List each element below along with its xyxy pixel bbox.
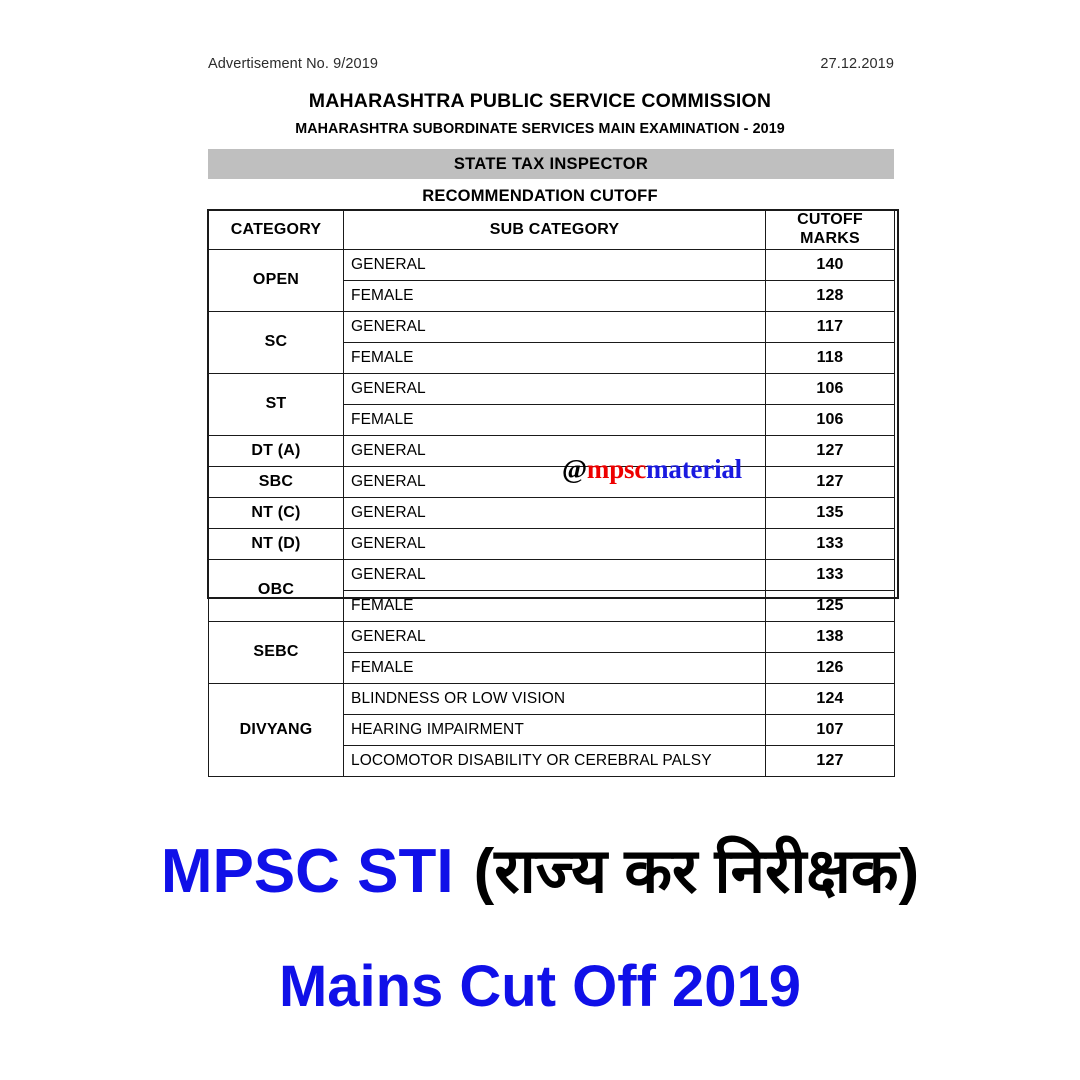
organization-title: MAHARASHTRA PUBLIC SERVICE COMMISSION bbox=[308, 90, 772, 112]
marks-cell: 106 bbox=[765, 372, 895, 405]
sub-category-cell: LOCOMOTOR DISABILITY OR CEREBRAL PALSY bbox=[343, 744, 766, 777]
sub-category-cell: FEMALE bbox=[343, 341, 766, 374]
marks-cell: 133 bbox=[765, 527, 895, 560]
table-row: OBC GENERAL 133 bbox=[208, 558, 895, 622]
sub-category-cell: GENERAL bbox=[343, 372, 766, 405]
examination-title: MAHARASHTRA SUBORDINATE SERVICES MAIN EX… bbox=[295, 121, 785, 137]
category-cell-sebc: SEBC bbox=[208, 620, 344, 684]
sub-category-cell: FEMALE bbox=[343, 279, 766, 312]
table-row: DT (A) GENERAL 127 bbox=[208, 434, 895, 467]
post-name-band: STATE TAX INSPECTOR bbox=[208, 149, 894, 179]
caption-line-2: Mains Cut Off 2019 bbox=[278, 954, 802, 1019]
marks-cell: 138 bbox=[765, 620, 895, 653]
sub-category-cell: GENERAL bbox=[343, 465, 766, 498]
category-cell-divyang: DIVYANG bbox=[208, 682, 344, 777]
sub-category-cell: FEMALE bbox=[343, 403, 766, 436]
sub-category-cell: FEMALE bbox=[343, 651, 766, 684]
table-row: DIVYANG BLINDNESS OR LOW VISION 124 bbox=[208, 682, 895, 777]
caption-line-1: MPSC STI (राज्य कर निरीक्षक) bbox=[0, 837, 1080, 906]
table-row: LOCOMOTOR DISABILITY OR CEREBRAL PALSY 1… bbox=[209, 744, 895, 777]
caption-exam-code: MPSC STI bbox=[160, 837, 454, 906]
table-row: FEMALE 126 bbox=[209, 651, 895, 684]
sub-category-cell: GENERAL bbox=[343, 620, 766, 653]
sub-category-cell: FEMALE bbox=[343, 589, 766, 622]
table-body: OPEN GENERAL 140 FEMALE 128 SC GENERAL 1… bbox=[208, 248, 895, 777]
marks-cell: 140 bbox=[765, 248, 895, 281]
category-cell-sc: SC bbox=[208, 310, 344, 374]
marks-cell: 125 bbox=[765, 589, 895, 622]
table-row: SC GENERAL 117 bbox=[208, 310, 895, 374]
category-cell-sbc: SBC bbox=[208, 465, 344, 498]
category-cell-st: ST bbox=[208, 372, 344, 436]
sub-category-cell: BLINDNESS OR LOW VISION bbox=[343, 682, 766, 715]
sub-category-cell: GENERAL bbox=[343, 558, 766, 591]
cutoff-table: CATEGORY SUB CATEGORY CUTOFF MARKS OPEN … bbox=[208, 210, 895, 777]
category-cell-nt-d: NT (D) bbox=[208, 527, 344, 560]
marks-cell: 107 bbox=[765, 713, 895, 746]
marks-cell: 127 bbox=[765, 465, 895, 498]
sub-category-cell: GENERAL bbox=[343, 310, 766, 343]
marks-cell: 135 bbox=[765, 496, 895, 529]
sub-category-cell: HEARING IMPAIRMENT bbox=[343, 713, 766, 746]
column-header-sub-category: SUB CATEGORY bbox=[343, 210, 766, 250]
sub-category-cell: GENERAL bbox=[343, 527, 766, 560]
marks-cell: 117 bbox=[765, 310, 895, 343]
category-cell-open: OPEN bbox=[208, 248, 344, 312]
marks-cell: 126 bbox=[765, 651, 895, 684]
caption-marathi-title: (राज्य कर निरीक्षक) bbox=[473, 837, 920, 906]
marks-cell: 118 bbox=[765, 341, 895, 374]
document-date: 27.12.2019 bbox=[820, 56, 894, 72]
cutoff-label-line2: MARKS bbox=[800, 229, 860, 247]
marks-cell: 124 bbox=[765, 682, 895, 715]
document-type-title: RECOMMENDATION CUTOFF bbox=[422, 187, 658, 205]
sub-category-cell: GENERAL bbox=[343, 496, 766, 529]
document-meta-row: Advertisement No. 9/2019 27.12.2019 bbox=[208, 56, 894, 72]
table-row: FEMALE 106 bbox=[209, 403, 895, 436]
table-row: ST GENERAL 106 bbox=[208, 372, 895, 436]
watermark-at-symbol: @ bbox=[562, 454, 587, 484]
marks-cell: 127 bbox=[765, 434, 895, 467]
sub-category-cell: GENERAL bbox=[343, 434, 766, 467]
table-row: NT (D) GENERAL 133 bbox=[208, 527, 895, 560]
watermark-blue-text: material bbox=[646, 454, 742, 484]
table-row: FEMALE 128 bbox=[209, 279, 895, 312]
table-row: OPEN GENERAL 140 bbox=[208, 248, 895, 312]
watermark-red-text: mpsc bbox=[586, 454, 647, 484]
marks-cell: 133 bbox=[765, 558, 895, 591]
table-head: CATEGORY SUB CATEGORY CUTOFF MARKS bbox=[208, 210, 895, 250]
site-watermark: @mpscmaterial bbox=[562, 456, 742, 483]
table-row: FEMALE 125 bbox=[209, 589, 895, 622]
sub-category-cell: GENERAL bbox=[343, 248, 766, 281]
category-cell-dt-a: DT (A) bbox=[208, 434, 344, 467]
table-header-row: CATEGORY SUB CATEGORY CUTOFF MARKS bbox=[208, 210, 895, 250]
category-cell-nt-c: NT (C) bbox=[208, 496, 344, 529]
column-header-cutoff-marks: CUTOFF MARKS bbox=[765, 210, 895, 250]
marks-cell: 128 bbox=[765, 279, 895, 312]
cutoff-label-line1: CUTOFF bbox=[797, 211, 863, 228]
table-row: NT (C) GENERAL 135 bbox=[208, 496, 895, 529]
table-row: HEARING IMPAIRMENT 107 bbox=[209, 713, 895, 746]
marks-cell: 106 bbox=[765, 403, 895, 436]
category-cell-obc: OBC bbox=[208, 558, 344, 622]
table-row: SBC GENERAL 127 bbox=[208, 465, 895, 498]
column-header-category: CATEGORY bbox=[208, 210, 344, 250]
table-row: SEBC GENERAL 138 bbox=[208, 620, 895, 684]
marks-cell: 127 bbox=[765, 744, 895, 777]
advertisement-number: Advertisement No. 9/2019 bbox=[208, 56, 379, 72]
